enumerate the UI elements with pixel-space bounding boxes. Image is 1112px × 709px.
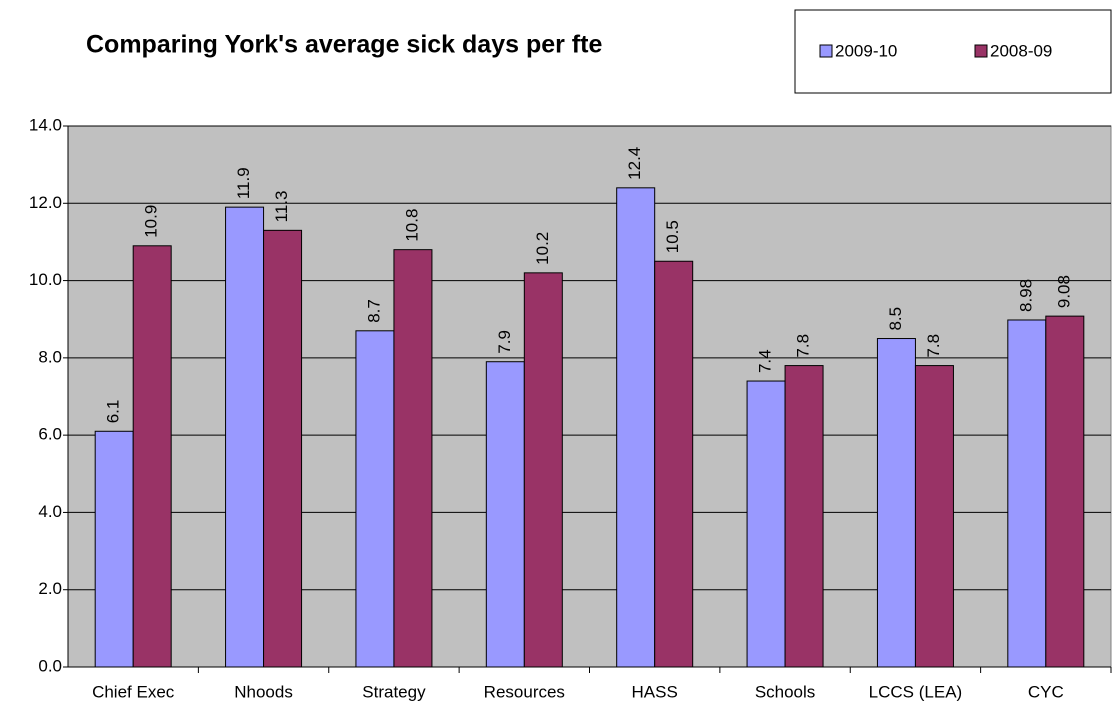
chart-title: Comparing York's average sick days per f… bbox=[86, 31, 602, 59]
bar bbox=[876, 338, 916, 668]
y-tick-label: 14.0 bbox=[29, 115, 62, 134]
data-label: 7.8 bbox=[924, 334, 943, 358]
y-tick-label: 12.0 bbox=[29, 193, 62, 212]
legend-label: 2008-09 bbox=[990, 41, 1052, 60]
data-label: 9.08 bbox=[1054, 275, 1073, 308]
x-tick-label: Resources bbox=[484, 682, 565, 701]
data-label: 10.9 bbox=[142, 205, 161, 238]
x-tick-label: Schools bbox=[755, 682, 815, 701]
bar bbox=[485, 361, 525, 668]
data-label: 10.8 bbox=[402, 209, 421, 242]
data-label: 10.2 bbox=[533, 232, 552, 265]
data-label: 8.7 bbox=[364, 299, 383, 323]
bar bbox=[914, 365, 954, 668]
bar bbox=[784, 365, 824, 668]
bar bbox=[263, 229, 303, 668]
x-tick-label: Strategy bbox=[362, 682, 426, 701]
data-label: 10.5 bbox=[663, 220, 682, 253]
bar bbox=[393, 249, 433, 668]
bar bbox=[523, 272, 563, 668]
bar bbox=[94, 430, 134, 668]
data-label: 11.3 bbox=[272, 191, 291, 223]
bar bbox=[355, 330, 395, 668]
x-tick-label: Nhoods bbox=[234, 682, 293, 701]
y-tick-label: 4.0 bbox=[38, 502, 62, 521]
data-label: 8.98 bbox=[1016, 279, 1035, 312]
y-tick-label: 10.0 bbox=[29, 270, 62, 289]
x-tick-label: Chief Exec bbox=[92, 682, 175, 701]
legend-label: 2009-10 bbox=[835, 41, 897, 60]
bar bbox=[132, 245, 172, 668]
x-tick-label: LCCS (LEA) bbox=[869, 682, 963, 701]
y-tick-label: 2.0 bbox=[38, 579, 62, 598]
data-label: 7.4 bbox=[756, 349, 775, 373]
y-tick-label: 8.0 bbox=[38, 347, 62, 366]
data-label: 7.8 bbox=[794, 334, 813, 358]
legend-swatch bbox=[819, 44, 833, 58]
data-label: 6.1 bbox=[104, 400, 123, 424]
plot-area bbox=[67, 125, 1112, 668]
data-label: 8.5 bbox=[886, 307, 905, 331]
y-tick-label: 6.0 bbox=[38, 425, 62, 444]
bar bbox=[746, 380, 786, 668]
data-label: 7.9 bbox=[495, 330, 514, 354]
y-tick-label: 0.0 bbox=[38, 656, 62, 675]
bar bbox=[616, 187, 656, 668]
legend-box bbox=[794, 9, 1112, 94]
x-tick-label: HASS bbox=[632, 682, 678, 701]
x-tick-label: CYC bbox=[1028, 682, 1064, 701]
bar bbox=[225, 206, 265, 668]
bar bbox=[654, 260, 694, 668]
bar bbox=[1045, 315, 1085, 668]
bar bbox=[1007, 319, 1047, 668]
data-label: 11.9 bbox=[234, 167, 253, 199]
legend-swatch bbox=[974, 44, 988, 58]
data-label: 12.4 bbox=[625, 147, 644, 180]
